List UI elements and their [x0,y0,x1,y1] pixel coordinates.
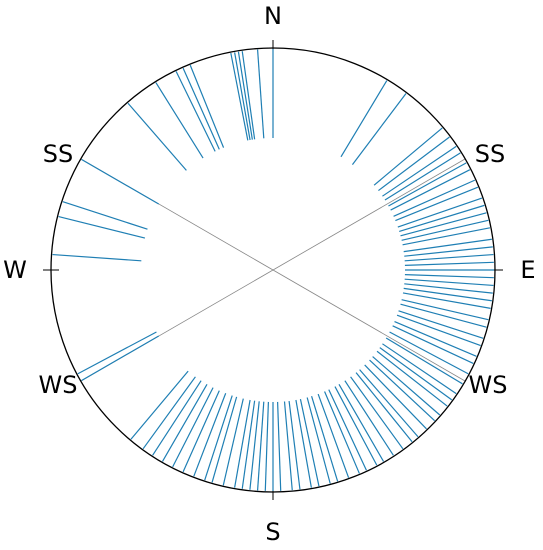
direction-line [382,343,457,395]
direction-line [401,299,489,321]
direction-line [256,49,265,139]
direction-line [241,51,256,140]
direction-line [404,253,494,262]
direction-line [130,370,189,440]
direction-line [372,356,441,416]
direction-line [328,389,367,471]
direction-line [127,102,187,171]
direction-line [283,401,293,491]
direction-line [402,227,491,246]
direction-line [234,399,251,488]
direction-line [351,93,407,165]
direction-line [404,261,494,266]
direction-line [193,393,227,477]
direction-label: WS [469,371,508,399]
direction-line [403,238,492,253]
direction-line [373,127,443,186]
direction-line [204,395,233,481]
direction-line [350,376,404,450]
direction-line [359,369,419,438]
direction-line [175,71,216,152]
direction-line [392,325,474,364]
direction-line [81,158,159,205]
direction-line [379,347,453,401]
direction-line [189,64,225,148]
direction-line [256,401,265,491]
direction-line [382,145,457,197]
direction-line [264,401,269,491]
direction-line [172,387,214,468]
direction-line [394,321,477,357]
direction-line [400,303,487,328]
direction-line [388,162,467,207]
direction-line [404,283,493,294]
direction-line [355,372,413,443]
direction-line [378,136,450,192]
direction-line [299,398,320,487]
direction-line [295,399,312,488]
direction-line [152,380,202,456]
direction-line [384,152,461,201]
direction-label: SS [43,140,73,168]
direction-line [77,331,157,375]
direction-line [311,396,339,482]
direction-line [398,310,484,339]
direction-label: W [3,256,27,284]
direction-line [142,376,196,450]
direction-line [155,82,204,159]
direction-line [182,67,220,150]
direction-line [52,253,142,262]
direction-line [306,397,331,484]
direction-line [211,396,238,483]
direction-line [390,169,471,211]
direction-line [234,52,251,141]
direction-line [402,292,491,309]
direction-line [161,384,208,462]
direction-line [324,391,360,474]
direction-line [376,350,448,407]
direction-line [62,201,148,230]
direction-line [182,390,220,473]
direction-line [317,393,350,478]
direction-line [399,204,485,232]
direction-line [401,219,489,241]
direction-line [403,287,492,302]
direction-line [397,197,483,228]
direction-line [369,359,436,422]
direction-line [249,401,260,490]
direction-line [81,335,159,382]
direction-line [389,331,469,375]
direction-line [400,212,487,237]
direction-label: SS [475,140,505,168]
direction-line [241,400,256,489]
direction-label: S [265,518,280,546]
direction-label: N [264,2,282,30]
direction-line [222,398,244,486]
direction-line [395,186,479,222]
direction-line [230,52,249,141]
direction-line [237,51,253,140]
direction-line [396,314,481,347]
direction-line [404,246,493,257]
direction-label: WS [39,371,78,399]
direction-line [277,401,282,491]
direction-label: E [520,256,535,284]
direction-line [288,400,301,490]
direction-line [344,380,394,456]
direction-line [338,384,385,462]
direction-line [340,80,388,158]
direction-line [404,274,494,279]
direction-line [334,386,378,466]
direction-line [58,215,146,239]
direction-line [404,278,494,287]
direction-line [364,364,427,430]
direction-line [393,179,476,217]
direction-line [385,337,463,385]
